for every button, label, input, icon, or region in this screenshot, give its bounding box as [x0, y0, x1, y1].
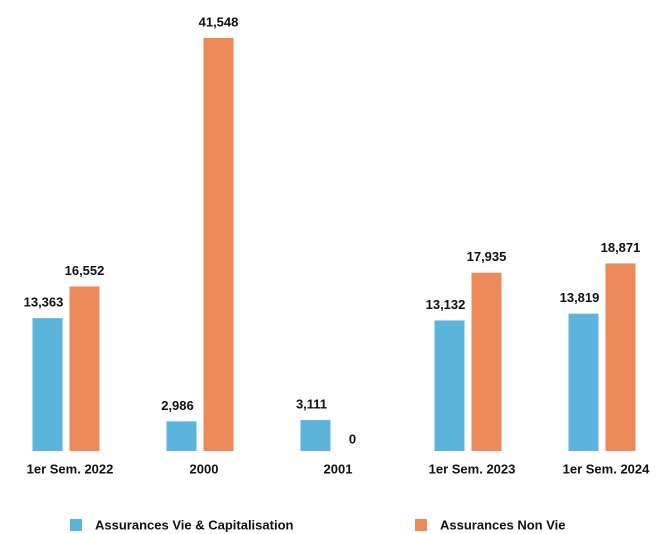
x-tick-label: 1er Sem. 2022	[27, 461, 114, 476]
data-label: 17,935	[467, 249, 507, 264]
data-label: 13,132	[426, 297, 466, 312]
bar	[166, 421, 197, 451]
bar	[471, 272, 502, 451]
legend-swatch	[415, 519, 427, 531]
legend-label: Assurances Vie & Capitalisation	[95, 517, 294, 532]
data-label: 2,986	[161, 398, 194, 413]
data-label: 13,363	[24, 295, 64, 310]
bar	[434, 320, 465, 451]
data-label: 16,552	[65, 263, 105, 278]
bar	[605, 263, 636, 451]
data-label: 41,548	[199, 14, 239, 29]
x-tick-label: 2000	[190, 461, 219, 476]
bar	[568, 313, 599, 451]
bar	[32, 318, 63, 451]
x-tick-label: 2001	[324, 461, 353, 476]
data-label: 3,111	[296, 397, 327, 412]
legend-label: Assurances Non Vie	[440, 517, 565, 532]
x-tick-label: 1er Sem. 2023	[429, 461, 516, 476]
data-label: 13,819	[560, 290, 600, 305]
bar	[69, 286, 100, 451]
bar	[300, 420, 331, 451]
legend-swatch	[70, 519, 82, 531]
data-label: 0	[349, 431, 356, 446]
x-tick-label: 1er Sem. 2024	[563, 461, 651, 476]
bar	[203, 38, 234, 451]
data-label: 18,871	[601, 240, 641, 255]
